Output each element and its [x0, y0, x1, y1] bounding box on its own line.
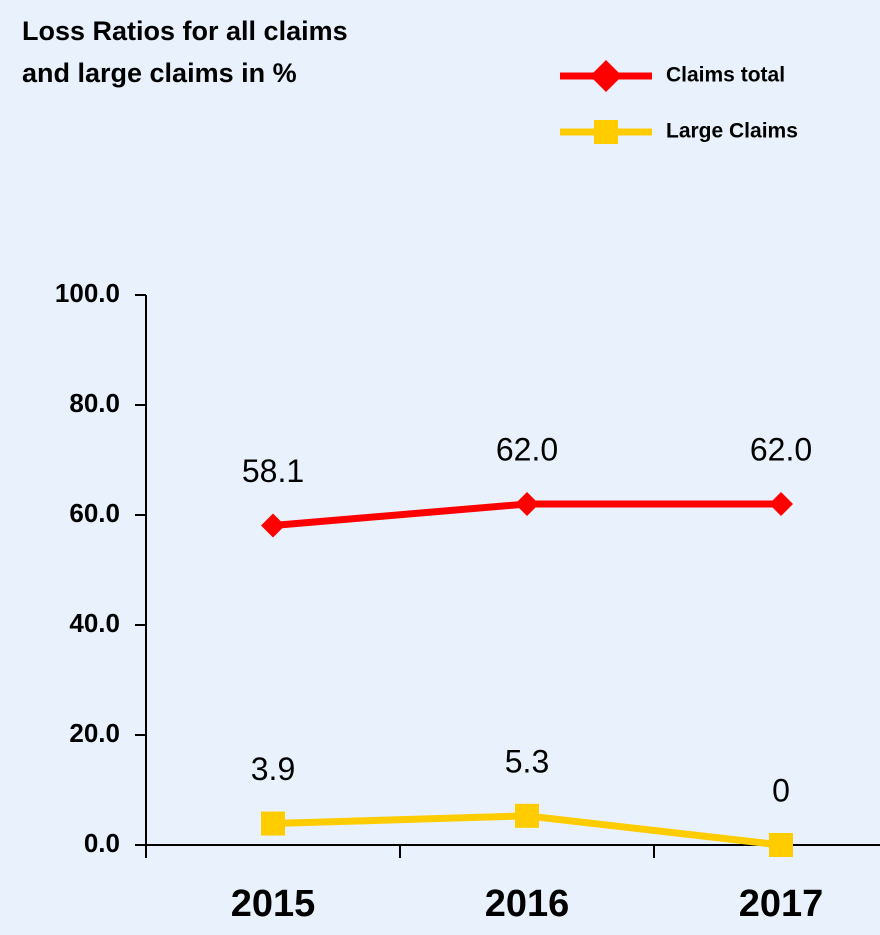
- y-tick-label: 20.0: [69, 718, 120, 748]
- legend-label: Large Claims: [666, 120, 798, 143]
- data-point: [515, 492, 539, 516]
- legend-label: Claims total: [666, 64, 785, 87]
- y-tick-label: 0.0: [84, 828, 120, 858]
- data-label: 5.3: [505, 743, 549, 779]
- y-tick-label: 80.0: [69, 388, 120, 418]
- chart-title: and large claims in %: [22, 58, 297, 88]
- data-point: [769, 492, 793, 516]
- y-tick-label: 60.0: [69, 498, 120, 528]
- data-label: 3.9: [251, 751, 295, 787]
- data-label: 58.1: [242, 453, 304, 489]
- data-label: 62.0: [496, 431, 558, 467]
- y-tick-label: 40.0: [69, 608, 120, 638]
- data-label: 62.0: [750, 431, 812, 467]
- data-point: [261, 513, 285, 538]
- data-point: [515, 803, 539, 828]
- legend-marker: [590, 60, 622, 92]
- data-point: [769, 833, 793, 857]
- y-tick-label: 100.0: [55, 278, 120, 308]
- x-tick-label: 2017: [739, 883, 824, 925]
- x-tick-label: 2016: [485, 883, 570, 925]
- x-tick-label: 2015: [231, 883, 316, 925]
- legend-marker: [594, 120, 618, 144]
- data-point: [261, 811, 285, 836]
- data-label: 0: [772, 772, 790, 808]
- chart-title: Loss Ratios for all claims: [22, 16, 348, 46]
